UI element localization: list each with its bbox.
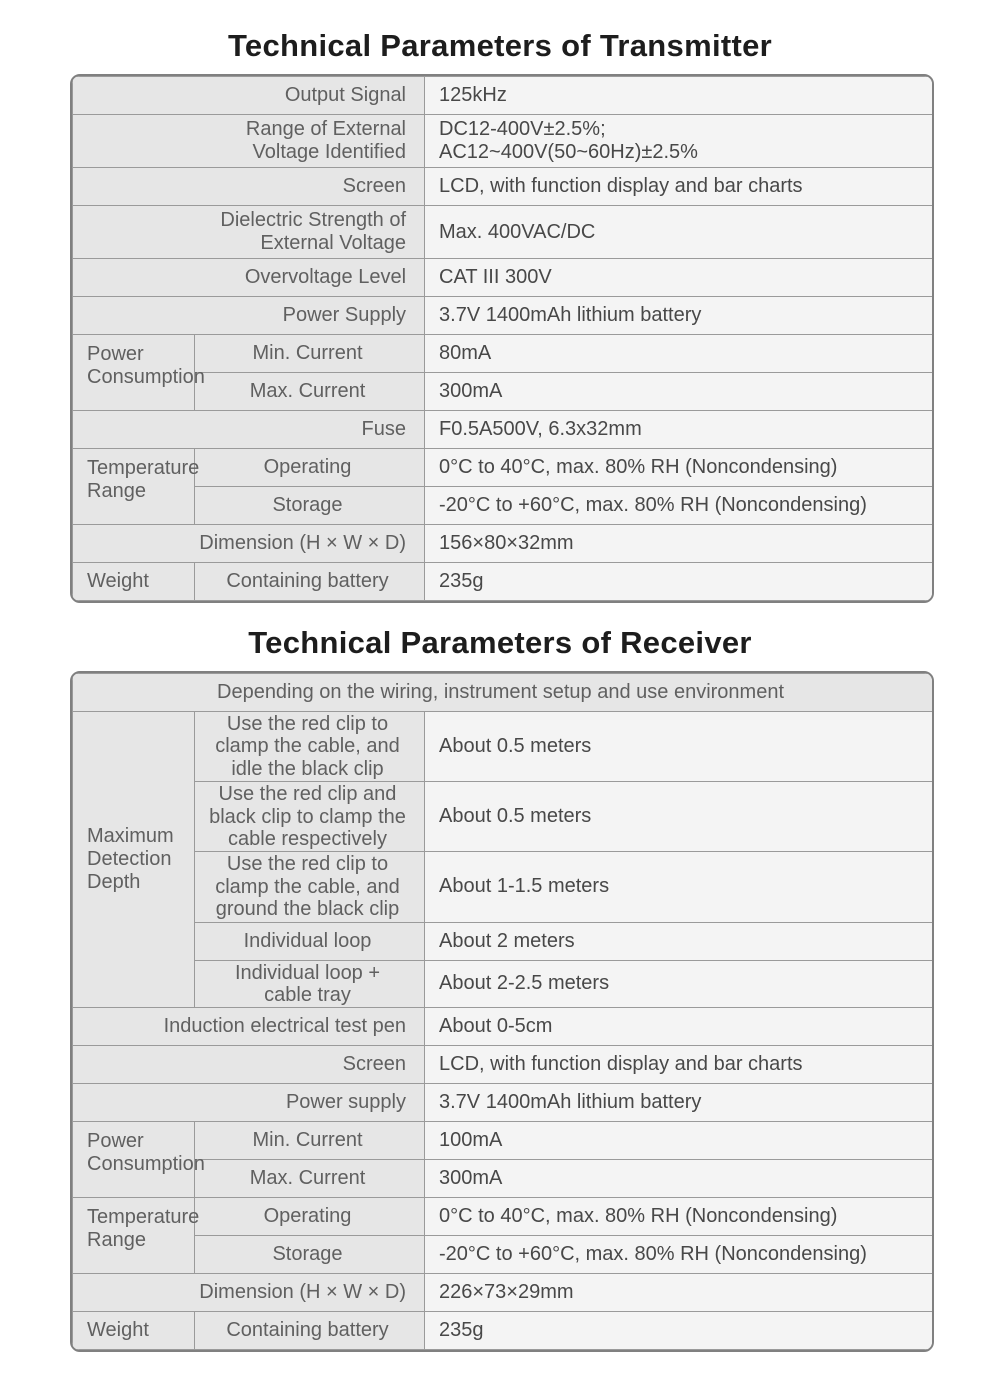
tx-sub-label: Storage	[195, 487, 425, 525]
tx-label: Overvoltage Level	[73, 259, 425, 297]
rx-detection-group: MaximumDetectionDepth	[73, 712, 195, 1008]
rx-sub-value: 0°C to 40°C, max. 80% RH (Noncondensing)	[425, 1198, 933, 1236]
rx-sub-label: Containing battery	[195, 1312, 425, 1350]
tx-value: 125kHz	[425, 77, 933, 115]
tx-label: Dielectric Strength ofExternal Voltage	[73, 206, 425, 259]
page: Technical Parameters of Transmitter Outp…	[0, 0, 1000, 1392]
tx-value: DC12-400V±2.5%;AC12~400V(50~60Hz)±2.5%	[425, 115, 933, 168]
tx-sub-value: 300mA	[425, 373, 933, 411]
tx-sub-value: 235g	[425, 563, 933, 601]
receiver-title: Technical Parameters of Receiver	[70, 625, 930, 661]
tx-group: PowerConsumption	[73, 335, 195, 411]
tx-sub-value: -20°C to +60°C, max. 80% RH (Noncondensi…	[425, 487, 933, 525]
rx-value: 226×73×29mm	[425, 1274, 933, 1312]
rx-detection-label: Use the red clip toclamp the cable, andi…	[195, 712, 425, 782]
rx-label: Screen	[73, 1046, 425, 1084]
tx-label: Range of ExternalVoltage Identified	[73, 115, 425, 168]
tx-group: Weight	[73, 563, 195, 601]
rx-detection-label: Use the red clip andblack clip to clamp …	[195, 782, 425, 852]
tx-sub-label: Min. Current	[195, 335, 425, 373]
rx-label: Power supply	[73, 1084, 425, 1122]
tx-sub-label: Max. Current	[195, 373, 425, 411]
rx-label: Dimension (H × W × D)	[73, 1274, 425, 1312]
tx-value: CAT III 300V	[425, 259, 933, 297]
rx-detection-value: About 0.5 meters	[425, 782, 933, 852]
rx-value: LCD, with function display and bar chart…	[425, 1046, 933, 1084]
tx-value: 156×80×32mm	[425, 525, 933, 563]
rx-sub-value: 100mA	[425, 1122, 933, 1160]
tx-sub-value: 0°C to 40°C, max. 80% RH (Noncondensing)	[425, 449, 933, 487]
rx-sub-label: Storage	[195, 1236, 425, 1274]
rx-detection-value: About 2 meters	[425, 922, 933, 960]
rx-sub-label: Max. Current	[195, 1160, 425, 1198]
rx-value: 3.7V 1400mAh lithium battery	[425, 1084, 933, 1122]
rx-group: PowerConsumption	[73, 1122, 195, 1198]
tx-group: TemperatureRange	[73, 449, 195, 525]
rx-detection-value: About 1-1.5 meters	[425, 852, 933, 922]
transmitter-title: Technical Parameters of Transmitter	[70, 28, 930, 64]
tx-label: Dimension (H × W × D)	[73, 525, 425, 563]
rx-value: About 0-5cm	[425, 1008, 933, 1046]
tx-value: Max. 400VAC/DC	[425, 206, 933, 259]
rx-detection-label: Use the red clip toclamp the cable, andg…	[195, 852, 425, 922]
rx-detection-label: Individual loop +cable tray	[195, 960, 425, 1008]
rx-group: Weight	[73, 1312, 195, 1350]
rx-header-row: Depending on the wiring, instrument setu…	[73, 674, 933, 712]
rx-sub-value: 300mA	[425, 1160, 933, 1198]
rx-sub-value: 235g	[425, 1312, 933, 1350]
receiver-table: Depending on the wiring, instrument setu…	[70, 671, 934, 1352]
tx-value: F0.5A500V, 6.3x32mm	[425, 411, 933, 449]
tx-label: Power Supply	[73, 297, 425, 335]
rx-detection-label: Individual loop	[195, 922, 425, 960]
tx-sub-label: Operating	[195, 449, 425, 487]
rx-sub-value: -20°C to +60°C, max. 80% RH (Noncondensi…	[425, 1236, 933, 1274]
tx-label: Fuse	[73, 411, 425, 449]
tx-value: 3.7V 1400mAh lithium battery	[425, 297, 933, 335]
tx-value: LCD, with function display and bar chart…	[425, 168, 933, 206]
rx-detection-value: About 2-2.5 meters	[425, 960, 933, 1008]
transmitter-table: Output Signal125kHzRange of ExternalVolt…	[70, 74, 934, 603]
rx-group: TemperatureRange	[73, 1198, 195, 1274]
tx-label: Output Signal	[73, 77, 425, 115]
rx-detection-value: About 0.5 meters	[425, 712, 933, 782]
rx-label: Induction electrical test pen	[73, 1008, 425, 1046]
tx-sub-label: Containing battery	[195, 563, 425, 601]
rx-sub-label: Operating	[195, 1198, 425, 1236]
tx-label: Screen	[73, 168, 425, 206]
rx-sub-label: Min. Current	[195, 1122, 425, 1160]
tx-sub-value: 80mA	[425, 335, 933, 373]
